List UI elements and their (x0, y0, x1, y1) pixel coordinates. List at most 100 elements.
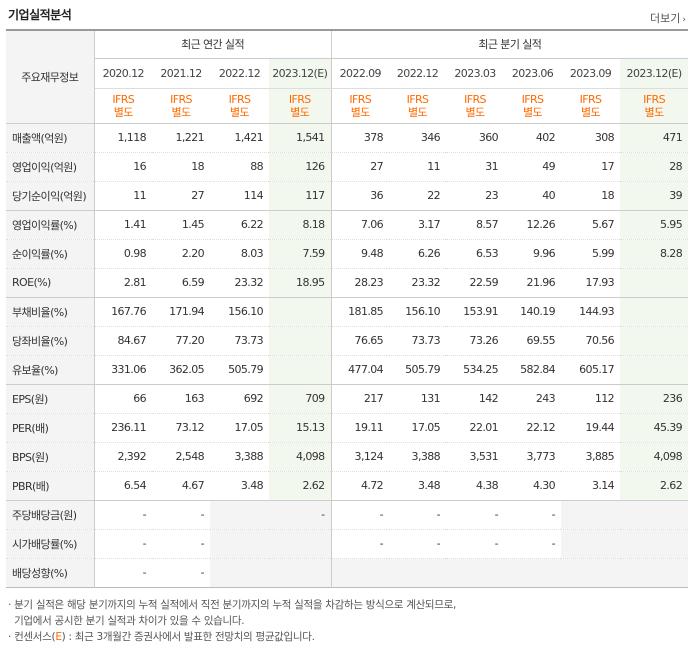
cell-value (446, 558, 505, 588)
cell-value: 6.54 (94, 471, 152, 501)
cell-value: - (446, 500, 505, 530)
financial-summary-table: 주요재무정보 최근 연간 실적 최근 분기 실적 2020.12 2021.12 2… (6, 29, 689, 588)
cell-value: 12.26 (504, 210, 562, 240)
cell-value (620, 355, 689, 385)
cell-value (210, 558, 269, 588)
cell-value: 8.28 (620, 239, 689, 269)
cell-value: 3,388 (210, 442, 269, 472)
cell-value: 19.11 (330, 413, 390, 443)
cell-value (620, 500, 689, 530)
period-header: 2023.09 (561, 58, 621, 89)
cell-value: 27 (152, 181, 210, 211)
cell-value: 9.48 (330, 239, 390, 269)
cell-value: - (446, 529, 505, 559)
cell-value: 3,124 (330, 442, 390, 472)
cell-value: 112 (561, 384, 621, 414)
cell-value: 7.06 (330, 210, 390, 240)
cell-value: - (389, 529, 447, 559)
cell-value: 31 (446, 152, 505, 182)
cell-value: 217 (330, 384, 390, 414)
cell-value (561, 500, 621, 530)
cell-value (389, 558, 447, 588)
ifrs-badge: IFRS 별도 (504, 88, 562, 124)
cell-value: 362.05 (152, 355, 210, 385)
cell-value: 331.06 (94, 355, 152, 385)
cell-value (269, 355, 332, 385)
more-link[interactable]: 더보기 › (650, 10, 686, 26)
cell-value: 1.45 (152, 210, 210, 240)
cell-value: 11 (94, 181, 152, 211)
cell-value: 534.25 (446, 355, 505, 385)
cell-value: 18.95 (269, 268, 332, 298)
cell-value: 17.93 (561, 268, 621, 298)
cell-value: 22 (389, 181, 447, 211)
table-row: 순이익률(%) 0.98 2.20 8.03 7.59 9.48 6.26 6.53 9.96 5… (6, 239, 689, 269)
row-label: BPS(원) (6, 442, 95, 472)
cell-value: 6.53 (446, 239, 505, 269)
cell-value: - (152, 500, 210, 530)
table-row: ROE(%) 2.81 6.59 23.32 18.95 28.23 23.32 22.59 2… (6, 268, 689, 298)
cell-value (561, 529, 621, 559)
cell-value: 40 (504, 181, 562, 211)
cell-value (330, 558, 390, 588)
period-header: 2023.12(E) (269, 58, 332, 89)
cell-value: 1,221 (152, 123, 210, 153)
cell-value: 308 (561, 123, 621, 153)
cell-value: 4,098 (620, 442, 689, 472)
table-row: 배당성향(%) - - (6, 558, 689, 588)
cell-value: 7.59 (269, 239, 332, 269)
cell-value (210, 529, 269, 559)
cell-value: 3,885 (561, 442, 621, 472)
cell-value: - (504, 500, 562, 530)
row-label: 주당배당금(원) (6, 500, 95, 530)
cell-value: - (152, 558, 210, 588)
table-row: 매출액(억원) 1,118 1,221 1,421 1,541 378 346 360 402 3… (6, 123, 689, 153)
table-row: PER(배) 236.11 73.12 17.05 15.13 19.11 17.05 22.… (6, 413, 689, 443)
cell-value: 8.57 (446, 210, 505, 240)
cell-value: 73.73 (210, 326, 269, 356)
cell-value: 69.55 (504, 326, 562, 356)
cell-value: 114 (210, 181, 269, 211)
cell-value: 23.32 (210, 268, 269, 298)
table-row: EPS(원) 66 163 692 709 217 131 142 243 112 236 (6, 384, 689, 414)
cell-value: 66 (94, 384, 152, 414)
cell-value: 1,541 (269, 123, 332, 153)
cell-value: 1.41 (94, 210, 152, 240)
cell-value: 0.98 (94, 239, 152, 269)
cell-value: 692 (210, 384, 269, 414)
table-row: 시가배당률(%) - - - - - - (6, 529, 689, 559)
cell-value: 28 (620, 152, 689, 182)
cell-value: 6.26 (389, 239, 447, 269)
cell-value: 2,548 (152, 442, 210, 472)
cell-value: 88 (210, 152, 269, 182)
footnote-quarterly: · 분기 실적은 해당 분기까지의 누적 실적에서 직전 분기까지의 누적 실적… (8, 599, 457, 611)
row-label: 영업이익률(%) (6, 210, 95, 240)
cell-value: 156.10 (389, 297, 447, 327)
cell-value: 5.99 (561, 239, 621, 269)
row-label: EPS(원) (6, 384, 95, 414)
cell-value: - (330, 529, 390, 559)
ifrs-badge: IFRS 별도 (152, 88, 210, 124)
cell-value: 23 (446, 181, 505, 211)
cell-value: 28.23 (330, 268, 390, 298)
ifrs-badge: IFRS 별도 (389, 88, 447, 124)
cell-value: 73.12 (152, 413, 210, 443)
cell-value: 3.14 (561, 471, 621, 501)
section-title: 기업실적분석 (8, 8, 72, 22)
cell-value: - (94, 500, 152, 530)
cell-value: 9.96 (504, 239, 562, 269)
cell-value: - (269, 500, 332, 530)
cell-value (269, 297, 332, 327)
cell-value: 477.04 (330, 355, 390, 385)
period-header: 2022.12 (210, 58, 269, 89)
row-label: 순이익률(%) (6, 239, 95, 269)
table-row: 당좌비율(%) 84.67 77.20 73.73 76.65 73.73 73.26 69.… (6, 326, 689, 356)
cell-value: 23.32 (389, 268, 447, 298)
cell-value: 471 (620, 123, 689, 153)
cell-value: 27 (330, 152, 390, 182)
cell-value: - (94, 558, 152, 588)
cell-value: - (152, 529, 210, 559)
cell-value: 6.59 (152, 268, 210, 298)
cell-value: 4.72 (330, 471, 390, 501)
row-label: 매출액(억원) (6, 123, 95, 153)
